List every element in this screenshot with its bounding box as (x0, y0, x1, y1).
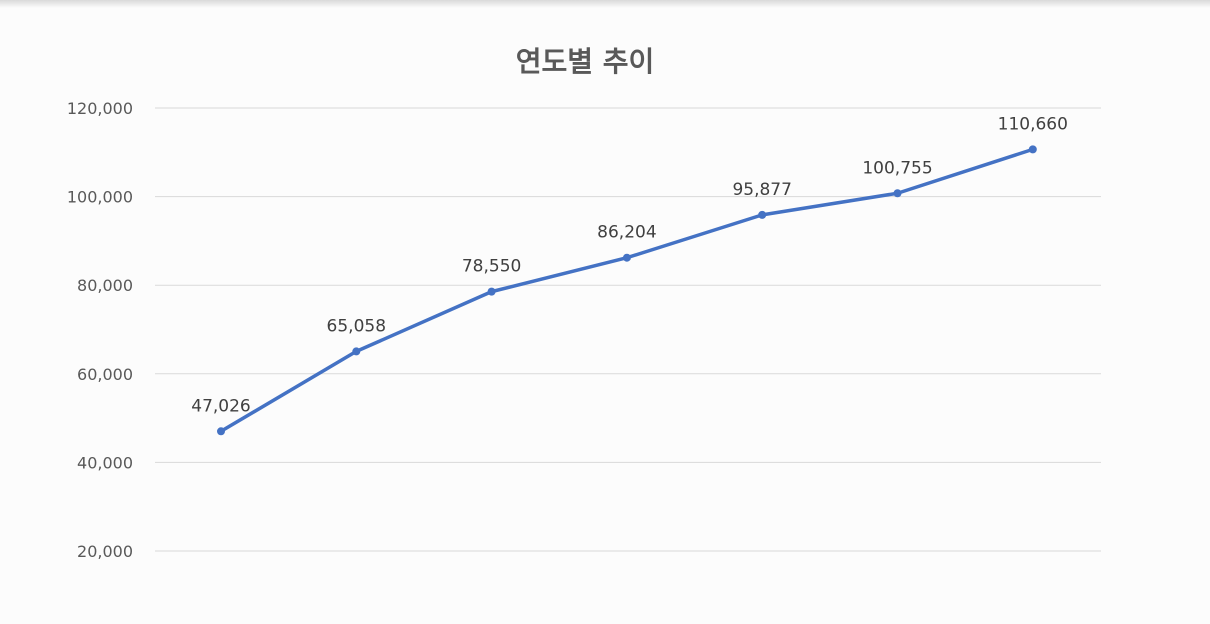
data-label: 65,058 (327, 316, 386, 336)
data-point (217, 427, 225, 436)
y-tick-label: 40,000 (77, 453, 133, 472)
window-top-shadow (0, 0, 1210, 8)
y-tick-label: 120,000 (67, 99, 133, 118)
data-labels: 47,026 65,058 78,550 86,204 95,877 100,755 110… (191, 114, 1068, 416)
chart-title: 연도별 추이 (515, 45, 655, 78)
y-tick-label: 80,000 (77, 276, 133, 295)
gridlines (155, 107, 1101, 552)
data-point (1028, 145, 1037, 154)
y-axis-tick-labels: 20,000 40,000 60,000 80,000 100,000 120,000 (67, 99, 133, 561)
data-point (893, 189, 902, 198)
data-label: 100,755 (862, 158, 932, 178)
data-point (487, 287, 496, 296)
y-tick-label: 100,000 (67, 188, 133, 207)
data-label: 47,026 (191, 396, 250, 416)
series-line-group (219, 147, 1035, 434)
series-line (219, 147, 1035, 434)
data-label: 78,550 (462, 257, 521, 277)
data-point (622, 253, 631, 262)
data-point (352, 347, 361, 356)
data-label: 110,660 (998, 114, 1068, 134)
y-tick-label: 60,000 (77, 365, 133, 384)
data-label: 95,877 (732, 180, 791, 200)
data-label: 86,204 (597, 223, 656, 243)
y-tick-label: 20,000 (77, 542, 133, 561)
data-point (758, 210, 767, 219)
data-points (217, 145, 1037, 436)
